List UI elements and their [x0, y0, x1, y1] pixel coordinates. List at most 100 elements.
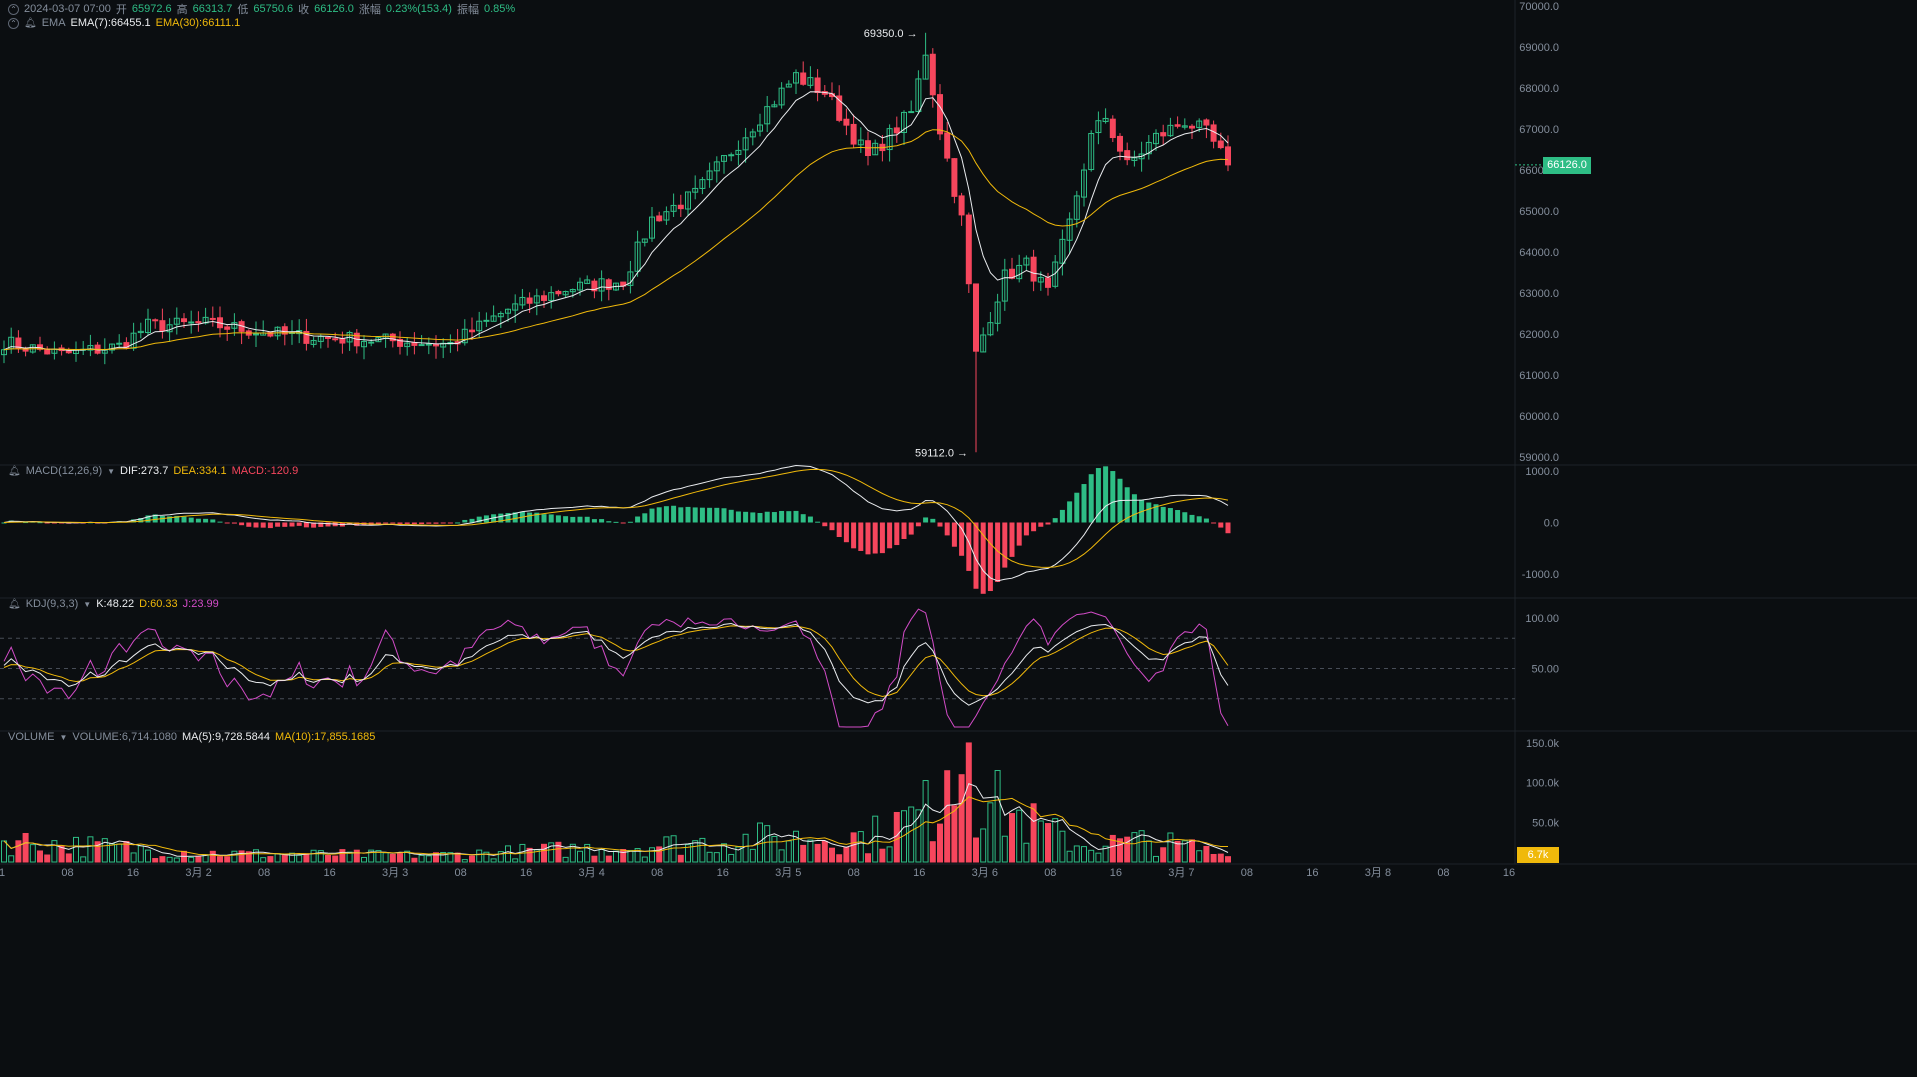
candle-body	[497, 312, 504, 318]
kdj-axis-label: 100.00	[1525, 613, 1559, 625]
volume-bar	[1095, 852, 1102, 863]
volume-bar	[987, 802, 994, 863]
macd-histogram-bar	[901, 522, 907, 539]
volume-bar	[375, 850, 382, 863]
volume-bar	[166, 856, 173, 863]
candle-body	[1037, 276, 1044, 283]
macd-histogram-bar	[303, 522, 309, 528]
volume-bar	[1189, 839, 1195, 863]
macd-value: MACD:-120.9	[231, 465, 299, 477]
macd-histogram-bar	[649, 508, 655, 523]
macd-histogram-bar	[447, 522, 453, 524]
volume-bar	[685, 844, 691, 863]
candle-body	[598, 278, 605, 292]
alert-bell-icon[interactable]: 🔔︎	[8, 598, 21, 610]
candle-body	[713, 161, 720, 172]
candle-body	[706, 170, 713, 181]
candle-body	[209, 317, 216, 320]
macd-histogram-bar	[692, 507, 698, 523]
volume-bar	[303, 853, 310, 863]
price-axis-label: 62000.0	[1519, 329, 1559, 341]
time-axis-label: 08	[455, 867, 467, 879]
candle-body	[771, 104, 778, 108]
collapse-icon[interactable]: ⌃	[8, 3, 19, 15]
candle-body	[159, 320, 166, 332]
volume-bar	[1059, 830, 1066, 863]
macd-histogram-bar	[138, 517, 144, 523]
candle-body	[699, 179, 706, 189]
macd-histogram-bar	[858, 522, 864, 551]
candle-body	[857, 139, 864, 146]
macd-name[interactable]: MACD(12,26,9)	[25, 465, 103, 477]
candle-body	[1066, 218, 1073, 241]
alert-bell-icon[interactable]: 🔔︎	[24, 17, 37, 29]
macd-histogram-bar	[51, 522, 57, 524]
candle-body	[814, 77, 821, 94]
volume-bar	[807, 839, 814, 863]
macd-histogram-bar	[1088, 474, 1094, 523]
macd-histogram-bar	[239, 522, 245, 526]
time-axis-label: 16	[127, 867, 139, 879]
macd-histogram-bar	[779, 510, 785, 523]
macd-histogram-bar	[685, 506, 691, 523]
macd-histogram-bar	[973, 522, 979, 589]
volume-bar	[1016, 809, 1023, 863]
amp-value: 0.85%	[483, 3, 516, 15]
candle-body	[469, 329, 475, 333]
macd-histogram-bar	[872, 522, 878, 554]
macd-histogram-bar	[167, 516, 173, 523]
candle-body	[1217, 140, 1224, 149]
candle-body	[569, 289, 576, 293]
kdj-name[interactable]: KDJ(9,3,3)	[25, 598, 79, 610]
volume-bar	[1153, 855, 1159, 863]
macd-histogram-bar	[606, 521, 612, 523]
volume-bar	[613, 850, 619, 863]
volume-bar	[87, 836, 94, 863]
volume-bar	[469, 855, 475, 863]
price-axis-label: 63000.0	[1519, 288, 1559, 300]
volume-ma5: MA(5):9,728.5844	[181, 731, 271, 743]
macd-histogram-bar	[1, 522, 7, 524]
alert-bell-icon[interactable]: 🔔︎	[8, 465, 21, 477]
candle-body	[512, 303, 519, 311]
macd-histogram-bar	[786, 511, 792, 523]
macd-histogram-bar	[807, 516, 813, 523]
macd-histogram-bar	[966, 522, 972, 571]
candle-body	[1117, 135, 1123, 152]
volume-bar	[1131, 832, 1138, 863]
ema30-line	[3, 129, 1229, 351]
ema-name[interactable]: EMA	[41, 17, 66, 29]
collapse-icon[interactable]: ⌃	[8, 17, 19, 29]
volume-bar	[598, 848, 605, 863]
candle-body	[397, 338, 403, 347]
volume-bar	[548, 842, 555, 863]
volume-bar	[325, 854, 331, 863]
candle-body	[44, 348, 51, 355]
dropdown-caret-icon[interactable]: ▼	[59, 732, 68, 742]
volume-name[interactable]: VOLUME	[8, 731, 55, 743]
volume-bar	[1088, 849, 1095, 863]
candle-body	[1225, 146, 1231, 166]
dropdown-caret-icon[interactable]: ▼	[83, 599, 92, 609]
volume-bar	[692, 840, 699, 863]
candle-body	[109, 343, 115, 351]
macd-histogram-bar	[1031, 522, 1037, 532]
volume-ma5-line	[3, 782, 1229, 857]
candle-body	[541, 295, 547, 301]
candle-body	[641, 238, 648, 243]
dropdown-caret-icon[interactable]: ▼	[107, 466, 116, 476]
candle-body	[1153, 132, 1159, 145]
macd-histogram-bar	[296, 522, 302, 526]
macd-histogram-bar	[253, 522, 259, 528]
volume-bar	[1117, 838, 1123, 863]
price-axis-label: 64000.0	[1519, 247, 1559, 259]
macd-axis-label: 1000.0	[1525, 466, 1559, 478]
volume-bar	[94, 841, 101, 863]
candle-body	[152, 319, 159, 322]
time-axis-label: 3月 8	[1365, 867, 1391, 879]
volume-bar	[620, 849, 627, 863]
macd-histogram-bar	[815, 521, 821, 523]
candle-body	[742, 137, 749, 151]
candle-body	[1088, 133, 1095, 171]
